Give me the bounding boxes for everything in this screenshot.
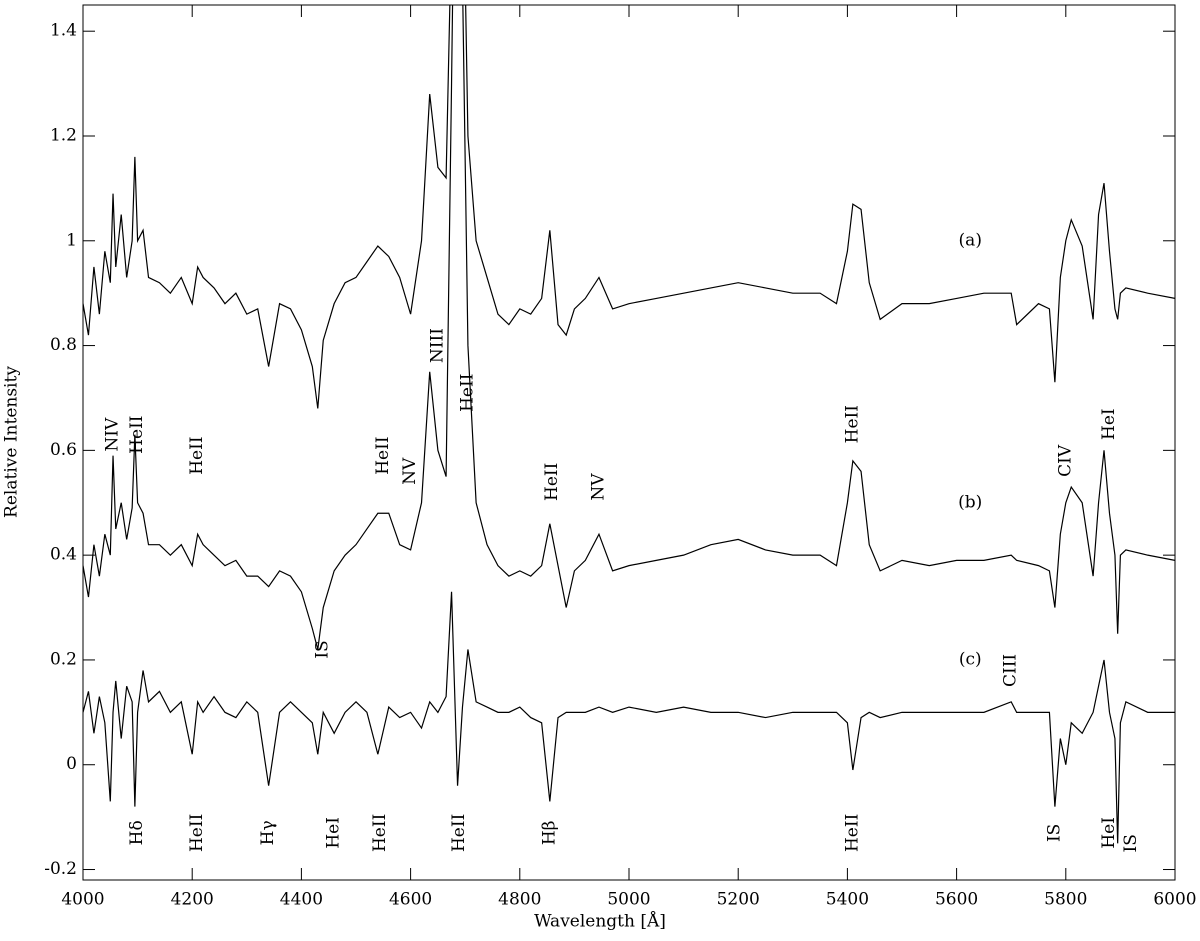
x-tick-label: 5600	[935, 890, 978, 910]
x-tick-label: 5000	[607, 890, 650, 910]
x-axis-label: Wavelength [Å]	[534, 911, 666, 932]
y-tick-label: 0.8	[50, 335, 77, 355]
x-tick-label: 4400	[280, 890, 323, 910]
line-label: HeII	[842, 405, 862, 443]
line-label: NV	[588, 473, 608, 501]
plot-frame	[82, 4, 1176, 881]
panel-label: (c)	[959, 649, 982, 669]
spectrum-line	[83, 591, 1175, 844]
line-label: HeI	[1099, 408, 1119, 440]
line-label: CIV	[1055, 444, 1075, 477]
plot-area	[83, 5, 1175, 844]
y-tick-label: -0.2	[44, 859, 77, 879]
line-label: NIII	[427, 328, 447, 363]
y-tick-label: 0.2	[50, 649, 77, 669]
line-label: Hβ	[539, 821, 559, 846]
x-tick-label: 4800	[498, 890, 541, 910]
x-tick-label: 4000	[61, 890, 104, 910]
panel-label: (a)	[959, 230, 982, 250]
x-tick-label: 4600	[389, 890, 432, 910]
line-label: CIII	[1001, 654, 1021, 687]
line-label: HeII	[373, 436, 393, 474]
line-label: HeII	[457, 374, 477, 412]
x-tick-label: 5200	[717, 890, 760, 910]
line-label: IS	[1044, 824, 1064, 842]
line-label: NIV	[103, 417, 123, 452]
x-tick-label: 4200	[171, 890, 214, 910]
line-label: HeI	[324, 817, 344, 849]
line-label: HeII	[449, 814, 469, 852]
y-tick-label: 1.4	[50, 21, 77, 41]
x-tick-label: 5800	[1044, 890, 1087, 910]
line-label: HeII	[370, 814, 390, 852]
spectrum-line	[83, 5, 1175, 650]
line-label: IS	[1121, 834, 1141, 852]
line-label: HeII	[542, 463, 562, 501]
line-label: HeII	[187, 814, 207, 852]
panel-label: (b)	[958, 492, 982, 512]
x-tick-label: 5400	[826, 890, 869, 910]
y-tick-label: 1.2	[50, 125, 77, 145]
y-tick-label: 0.6	[50, 440, 77, 460]
line-label: HeII	[187, 436, 207, 474]
spectrum-line	[83, 5, 1175, 409]
y-tick-label: 0	[66, 754, 77, 774]
line-label: Hγ	[258, 820, 278, 845]
line-label: Hδ	[127, 820, 147, 845]
line-label: HeI	[1099, 817, 1119, 849]
line-label: HeII	[842, 814, 862, 852]
y-tick-label: 1	[66, 230, 77, 250]
line-label: IS	[313, 640, 333, 658]
y-tick-label: 0.4	[50, 545, 77, 565]
y-axis-label: Relative Intensity	[2, 366, 22, 518]
x-tick-label: 6000	[1153, 890, 1196, 910]
line-label: NV	[400, 457, 420, 485]
line-label: HeII	[127, 415, 147, 453]
